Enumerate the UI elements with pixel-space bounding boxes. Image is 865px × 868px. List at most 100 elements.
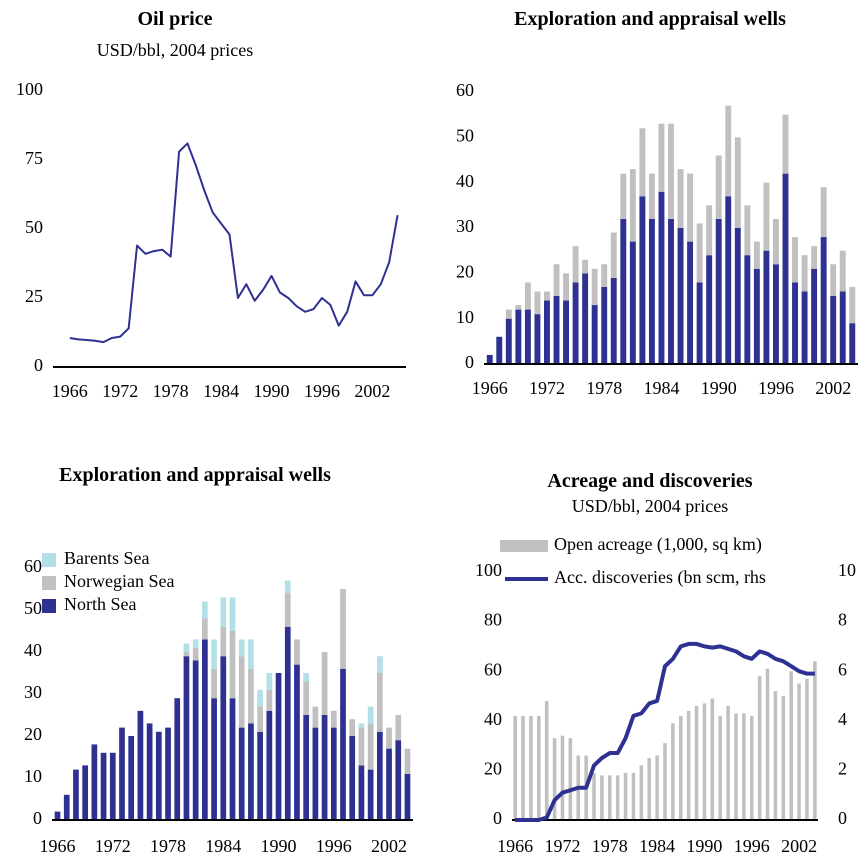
- bar: [266, 673, 273, 690]
- bar: [275, 673, 282, 820]
- bar: [629, 169, 636, 242]
- bar: [601, 264, 608, 287]
- bar: [610, 277, 617, 364]
- y-tick-label: 100: [16, 79, 43, 99]
- bar: [658, 123, 665, 192]
- bar: [623, 772, 628, 820]
- bar: [496, 336, 503, 364]
- chart-subtitle: USD/bbl, 2004 prices: [96, 40, 254, 60]
- bar: [658, 191, 665, 364]
- bar: [601, 286, 608, 364]
- x-tick-label: 1984: [205, 836, 241, 856]
- bar: [358, 723, 365, 728]
- bar: [257, 689, 263, 707]
- bar: [849, 286, 856, 324]
- bar: [220, 656, 227, 820]
- bar: [376, 731, 383, 820]
- bar: [257, 731, 263, 820]
- bar: [753, 241, 760, 269]
- x-tick-label: 1978: [150, 836, 186, 856]
- y2-tick-label: 4: [838, 709, 847, 729]
- bar: [229, 698, 236, 820]
- bar: [91, 744, 98, 820]
- bar: [744, 205, 751, 256]
- bar: [248, 723, 254, 820]
- bar: [839, 250, 846, 292]
- bar: [165, 727, 171, 820]
- x-tick-label: 1972: [95, 836, 131, 856]
- bar: [73, 769, 79, 820]
- bar: [505, 309, 512, 319]
- y-tick-label: 50: [456, 125, 474, 145]
- bar: [340, 589, 346, 669]
- x-tick-label: 1984: [643, 378, 679, 398]
- chart-title: Oil price: [137, 8, 213, 30]
- bar: [734, 137, 741, 228]
- y-tick-label: 20: [24, 724, 42, 744]
- bar: [386, 748, 392, 820]
- line: [69, 142, 399, 344]
- bar: [706, 205, 713, 256]
- bar: [639, 196, 646, 364]
- bar: [211, 639, 217, 669]
- bar: [211, 698, 217, 820]
- bar: [312, 706, 319, 728]
- bar: [686, 710, 691, 820]
- bar: [524, 309, 531, 364]
- bar: [608, 775, 612, 820]
- bar: [505, 318, 512, 364]
- x-tick-label: 1966: [40, 836, 76, 856]
- bar: [772, 264, 779, 364]
- bar: [797, 683, 801, 820]
- bar: [192, 660, 199, 820]
- bar: [303, 673, 310, 682]
- bar: [553, 296, 560, 364]
- legend-label: Barents Sea: [64, 548, 149, 568]
- bar: [582, 273, 589, 364]
- bar: [515, 305, 522, 310]
- bar: [257, 706, 263, 732]
- bar: [521, 715, 525, 820]
- x-tick-label: 1990: [701, 378, 737, 398]
- chart-title: Exploration and appraisal wells: [514, 8, 786, 30]
- bar: [183, 652, 190, 657]
- bar: [639, 128, 646, 197]
- y-tick-label: 30: [24, 682, 42, 702]
- bar: [610, 232, 617, 278]
- x-tick-label: 1990: [254, 381, 290, 401]
- y2-tick-label: 8: [838, 610, 847, 630]
- bar: [238, 727, 245, 820]
- y-tick-label: 50: [24, 598, 42, 618]
- y2-tick-label: 0: [838, 808, 847, 828]
- y-tick-label: 40: [456, 171, 474, 191]
- bar: [591, 305, 598, 364]
- bar: [572, 246, 579, 283]
- bar: [220, 597, 227, 627]
- bar: [82, 765, 89, 820]
- bar: [801, 255, 808, 292]
- bar: [248, 668, 254, 724]
- bar: [792, 282, 798, 364]
- bar: [677, 228, 684, 364]
- bar: [592, 772, 596, 820]
- x-tick-label: 2002: [781, 836, 817, 856]
- bar: [647, 758, 652, 820]
- y2-tick-label: 2: [838, 759, 847, 779]
- y-tick-label: 60: [456, 80, 474, 100]
- bar: [696, 223, 703, 283]
- bar: [349, 736, 356, 820]
- bar: [765, 668, 770, 820]
- y-tick-label: 80: [484, 610, 502, 630]
- x-tick-label: 1972: [102, 381, 138, 401]
- bar: [781, 696, 786, 820]
- y-tick-label: 50: [25, 217, 43, 237]
- bar: [202, 618, 208, 640]
- y-tick-label: 75: [25, 148, 43, 168]
- bar: [820, 237, 827, 364]
- bar: [620, 173, 627, 219]
- bar: [718, 715, 722, 820]
- bar: [192, 639, 199, 648]
- bar: [725, 196, 732, 364]
- x-tick-label: 1966: [52, 381, 88, 401]
